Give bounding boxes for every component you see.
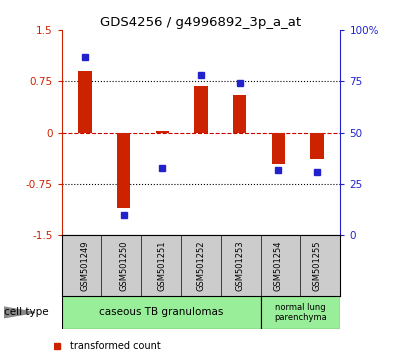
Text: GSM501251: GSM501251 (158, 240, 167, 291)
Text: cell type: cell type (4, 307, 49, 318)
Bar (156, 131, 169, 133)
Text: GSM501252: GSM501252 (197, 240, 205, 291)
Title: GDS4256 / g4996892_3p_a_at: GDS4256 / g4996892_3p_a_at (100, 16, 302, 29)
Text: GSM501250: GSM501250 (119, 240, 128, 291)
Text: GSM501253: GSM501253 (235, 240, 244, 291)
Bar (117, 133, 131, 208)
Text: GSM501254: GSM501254 (274, 240, 283, 291)
Text: transformed count: transformed count (70, 341, 161, 351)
Text: GSM501249: GSM501249 (80, 240, 90, 291)
Bar (310, 133, 324, 159)
Bar (261, 296, 340, 329)
Bar (194, 86, 208, 133)
Bar (233, 95, 246, 133)
Text: GSM501255: GSM501255 (312, 240, 322, 291)
Bar (271, 133, 285, 164)
Text: caseous TB granulomas: caseous TB granulomas (99, 307, 223, 318)
Bar (78, 71, 92, 133)
Bar (62, 296, 261, 329)
Text: normal lung
parenchyma: normal lung parenchyma (274, 303, 327, 322)
Polygon shape (4, 307, 35, 318)
